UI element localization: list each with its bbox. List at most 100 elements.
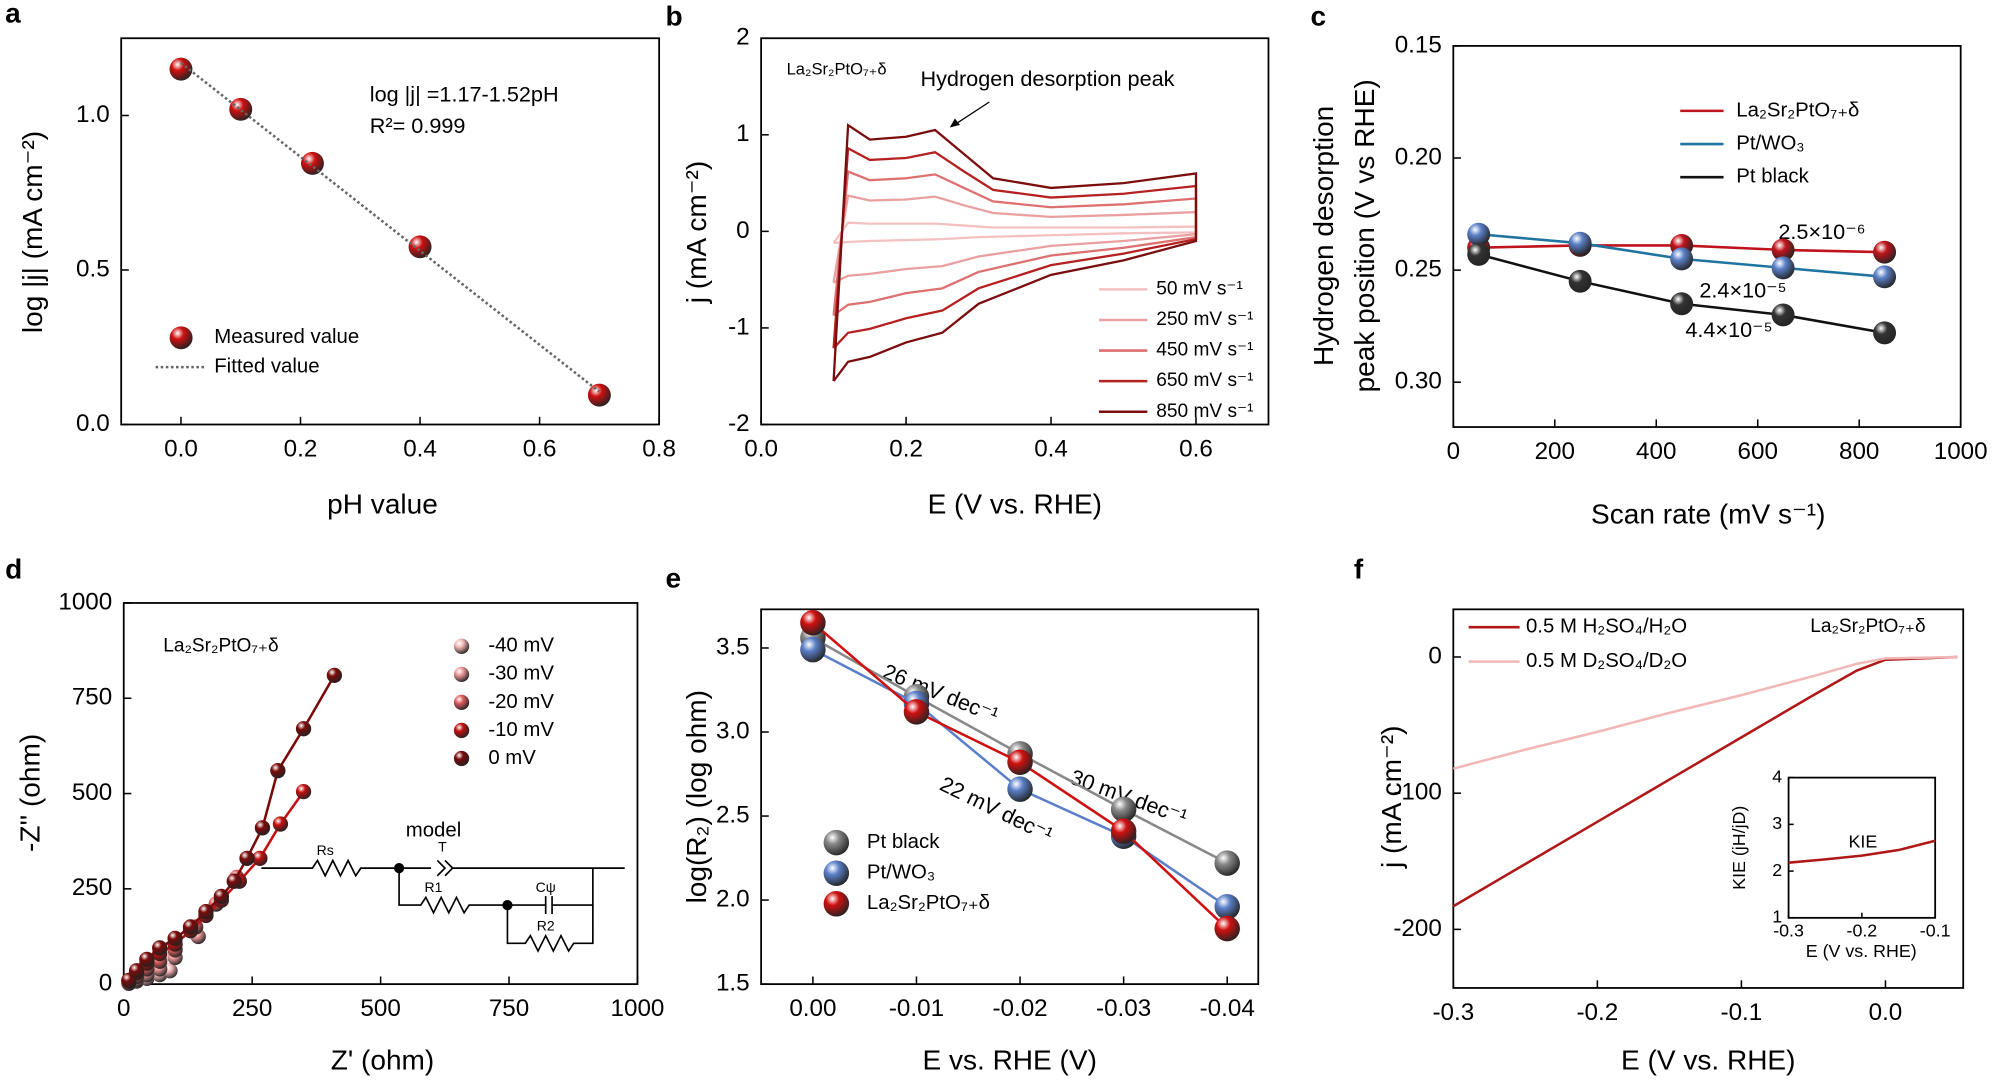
data-point — [1670, 292, 1694, 316]
data-point — [1873, 321, 1897, 345]
series-line — [1452, 655, 1958, 908]
circuit-label: Cψ — [536, 879, 556, 895]
annotation: 22 mV dec⁻¹ — [936, 771, 1057, 847]
y-tick-label: 2.5 — [716, 801, 750, 828]
data-point — [213, 888, 229, 905]
legend-label: Pt black — [1736, 166, 1809, 188]
annotation: Hydrogen desorption peak — [920, 66, 1174, 91]
y-tick-label: 0 — [1428, 642, 1441, 669]
circuit-top — [261, 858, 625, 878]
annotation: 2.4×10⁻⁵ — [1699, 278, 1786, 303]
legend-label: 450 mV s⁻¹ — [1156, 340, 1253, 361]
y-tick-label: 0.5 — [76, 255, 110, 282]
y-tick-label: 750 — [72, 684, 112, 711]
x-tick-label: -0.03 — [1096, 995, 1151, 1022]
x-axis-label: Z' (ohm) — [331, 1044, 434, 1075]
y-axis-label: KIE (jH/jD) — [1729, 806, 1749, 890]
legend-marker — [453, 694, 470, 711]
x-tick-label: 0 — [1447, 438, 1460, 465]
data-point — [226, 873, 242, 889]
arrow-head — [949, 118, 960, 128]
data-point — [1214, 894, 1240, 920]
x-tick-label: 0.2 — [284, 435, 318, 462]
legend-marker — [453, 750, 470, 767]
data-point — [270, 763, 286, 779]
data-point — [128, 963, 145, 979]
data-point — [1110, 818, 1137, 844]
data-point — [1873, 240, 1897, 264]
x-axis-label: E vs. RHE (V) — [922, 1044, 1096, 1075]
data-point — [139, 951, 155, 967]
legend-label: La₂Sr₂PtO₇₊δ — [867, 892, 990, 914]
data-point — [408, 235, 432, 259]
data-point — [1007, 749, 1033, 776]
legend-label: La₂Sr₂PtO₇₊δ — [1736, 99, 1859, 121]
x-tick-label: 0.0 — [1869, 999, 1903, 1026]
x-tick-label: -0.1 — [1920, 921, 1951, 941]
circuit-label: Rs — [317, 842, 334, 858]
panel-letter: e — [666, 562, 682, 593]
legend-marker — [453, 722, 470, 739]
x-tick-label: -0.2 — [1847, 921, 1878, 941]
circuit-node — [393, 863, 405, 874]
y-axis-label: j (mA cm⁻²) — [1376, 725, 1407, 868]
legend-label: 0 mV — [488, 747, 536, 769]
annotation: KIE — [1848, 831, 1877, 851]
x-tick-label: -0.02 — [992, 995, 1047, 1022]
legend-label: -20 mV — [488, 691, 554, 713]
y-tick-label: 2 — [1772, 860, 1782, 880]
y-axis-label: peak position (V vs RHE) — [1349, 79, 1380, 392]
series-line — [1788, 839, 1936, 864]
x-tick-label: 250 — [232, 995, 272, 1022]
x-tick-label: 500 — [360, 995, 400, 1022]
y-tick-label: -100 — [1393, 779, 1441, 806]
legend-label: 850 mV s⁻¹ — [1156, 401, 1253, 422]
series-line — [832, 194, 1198, 284]
data-point — [1568, 269, 1592, 293]
legend-marker — [453, 638, 470, 654]
x-axis-label: E (V vs. RHE) — [928, 488, 1102, 519]
data-point — [1467, 222, 1491, 246]
x-tick-label: -0.04 — [1200, 995, 1255, 1022]
plot-frame — [760, 608, 1260, 986]
plot-frame — [1452, 44, 1962, 428]
legend-label: 50 mV s⁻¹ — [1156, 278, 1243, 299]
y-tick-label: 3.5 — [716, 633, 750, 660]
y-tick-label: 0.30 — [1395, 368, 1442, 395]
annotation: R²= 0.999 — [370, 113, 466, 138]
annotation: log |j| =1.17-1.52pH — [370, 81, 559, 106]
y-tick-label: 1.0 — [76, 101, 110, 128]
panel-letter: d — [5, 554, 22, 585]
x-tick-label: 0.6 — [523, 435, 557, 462]
y-tick-label: 3 — [1772, 813, 1782, 833]
y-tick-label: 3.0 — [716, 717, 750, 744]
legend-label: 0.5 M H₂SO₄/H₂O — [1526, 616, 1687, 638]
x-tick-label: 800 — [1839, 438, 1879, 465]
data-point — [326, 667, 343, 684]
annotation: 2.5×10⁻⁶ — [1778, 219, 1865, 244]
data-point — [1771, 303, 1795, 327]
data-point — [587, 383, 611, 407]
x-tick-label: 0.00 — [789, 995, 836, 1022]
circuit-r2 — [506, 905, 594, 953]
y-tick-label: -2 — [728, 410, 750, 437]
panel-title: La₂Sr₂PtO₇₊δ — [787, 59, 887, 78]
data-point — [182, 919, 199, 935]
plot-frame — [1452, 608, 1965, 989]
x-tick-label: -0.3 — [1773, 921, 1804, 941]
y-tick-label: 1000 — [58, 588, 112, 615]
data-point — [1214, 850, 1240, 876]
circuit-label: R2 — [537, 917, 555, 933]
data-point — [800, 610, 826, 636]
data-point — [167, 930, 183, 947]
legend-marker — [823, 891, 850, 917]
data-point — [1110, 796, 1137, 823]
x-tick-label: 0.6 — [1179, 435, 1213, 462]
legend-marker — [169, 326, 193, 350]
y-tick-label: 0 — [736, 217, 749, 244]
data-point — [1467, 242, 1491, 266]
panel-letter: c — [1311, 0, 1327, 31]
y-tick-label: 1 — [1772, 907, 1782, 927]
x-tick-label: 0.4 — [403, 435, 437, 462]
